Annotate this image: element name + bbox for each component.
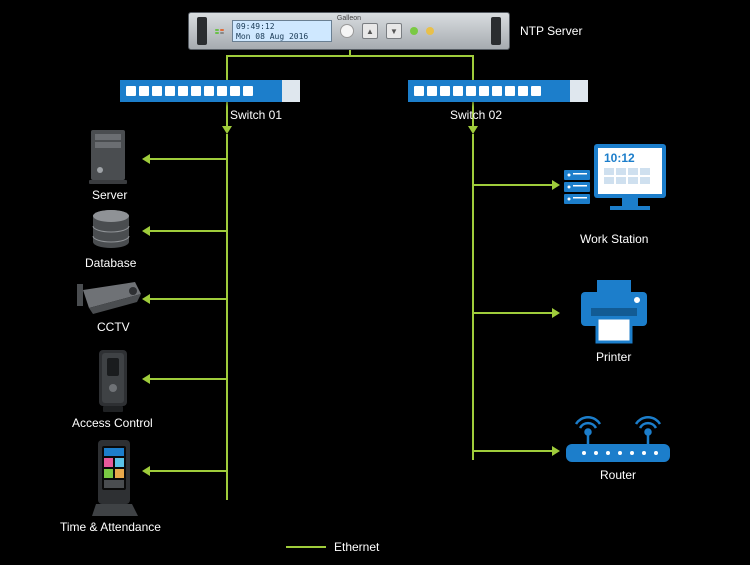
server-label: Server (92, 188, 127, 202)
switch-02-body (408, 80, 570, 102)
tna-icon (92, 438, 138, 518)
connection-line (150, 298, 226, 300)
switch-port (492, 86, 502, 96)
ntp-lcd-line1: 09:49:12 (236, 22, 328, 32)
ntp-lcd: 09:49:12 Mon 08 Aug 2016 (232, 20, 332, 42)
arrowhead (142, 226, 150, 236)
workstation-label: Work Station (580, 232, 648, 246)
connection-line (226, 102, 228, 126)
switch-port (217, 86, 227, 96)
rack-bracket (197, 17, 207, 45)
switch-port (191, 86, 201, 96)
switch-port (427, 86, 437, 96)
ntp-server-label: NTP Server (520, 24, 582, 38)
switch-port (531, 86, 541, 96)
workstation-icon: 10:12 (560, 140, 670, 230)
switch-port (230, 86, 240, 96)
switch-port (518, 86, 528, 96)
ntp-brand: Galleon (337, 15, 361, 22)
connection-line (226, 134, 228, 500)
cctv-icon (75, 280, 147, 320)
switch-port (440, 86, 450, 96)
switch-port (165, 86, 175, 96)
connection-line (349, 55, 472, 57)
access-control-label: Access Control (72, 416, 153, 430)
connection-line (472, 134, 474, 460)
cctv-label: CCTV (97, 320, 130, 334)
connection-line (226, 55, 228, 80)
switch-port (414, 86, 424, 96)
connection-line (150, 230, 226, 232)
legend-line (286, 546, 326, 548)
arrowhead (468, 126, 478, 134)
switch-port (479, 86, 489, 96)
switch-01-cap (282, 80, 300, 102)
connection-line (472, 184, 552, 186)
rack-bracket-r (491, 17, 501, 45)
ntp-btn-2: ▼ (386, 23, 402, 39)
switch-port (453, 86, 463, 96)
arrowhead (142, 154, 150, 164)
connection-line (472, 55, 474, 80)
switch-port (204, 86, 214, 96)
ntp-server: 09:49:12 Mon 08 Aug 2016 ▲ ▼ Galleon (188, 12, 510, 50)
connection-line (150, 158, 226, 160)
ntp-btn-1: ▲ (362, 23, 378, 39)
switch-02-label: Switch 02 (450, 108, 502, 122)
switch-port (139, 86, 149, 96)
connection-line (472, 312, 552, 314)
arrowhead (222, 126, 232, 134)
switch-01-label: Switch 01 (230, 108, 282, 122)
arrowhead (142, 466, 150, 476)
arrowhead (552, 180, 560, 190)
ntp-knob (340, 24, 354, 38)
database-label: Database (85, 256, 136, 270)
router-icon (558, 398, 678, 468)
switch-port (152, 86, 162, 96)
legend-label: Ethernet (334, 540, 379, 554)
switch-port (243, 86, 253, 96)
connection-line (150, 470, 226, 472)
switch-01 (120, 80, 300, 102)
arrowhead (552, 308, 560, 318)
switch-port (126, 86, 136, 96)
printer-icon (575, 278, 653, 348)
arrowhead (142, 374, 150, 384)
connection-line (226, 55, 349, 57)
switch-02-cap (570, 80, 588, 102)
database-icon (88, 208, 134, 254)
switch-port (466, 86, 476, 96)
switch-port (178, 86, 188, 96)
switch-01-body (120, 80, 282, 102)
connection-line (150, 378, 226, 380)
router-label: Router (600, 468, 636, 482)
tna-label: Time & Attendance (60, 520, 161, 534)
access-control-icon (95, 348, 133, 414)
ntp-lcd-line2: Mon 08 Aug 2016 (236, 32, 328, 42)
server-icon (85, 128, 135, 186)
workstation-clock: 10:12 (604, 151, 635, 165)
switch-port (505, 86, 515, 96)
switch-02 (408, 80, 588, 102)
connection-line (472, 450, 552, 452)
printer-label: Printer (596, 350, 631, 364)
